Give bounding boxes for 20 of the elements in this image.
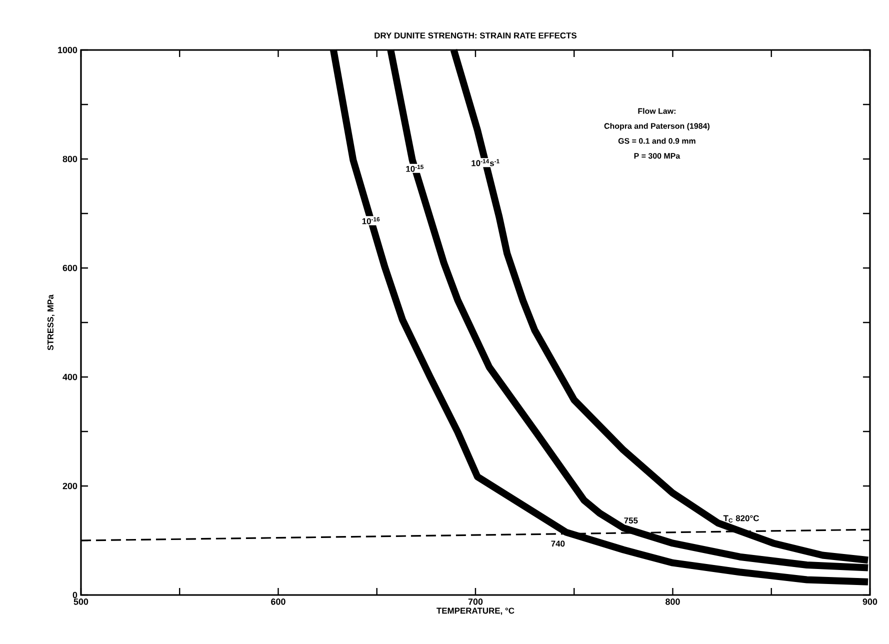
y-tick-label: 400 [62,374,78,380]
x-tick-label: 500 [74,598,88,605]
x-tick-label: 700 [468,598,483,605]
series-label: 10$^{-16}$ [362,217,380,224]
y-tick-label: 800 [62,156,78,162]
y-tick-label: 1000 [58,46,78,54]
y-tick-label: 200 [62,482,78,490]
x-tick-label: 800 [666,598,680,605]
series-label: 10$^{-14}$s$^{-1}$ [472,159,500,166]
y-axis-title: STRESS, MPa [47,294,55,350]
y-tick-label: 0 [72,592,78,598]
x-tick-label: 900 [862,598,878,605]
x-axis-title: TEMPERATURE, °C [436,608,514,615]
series-label: 10$^{-15}$ [406,164,424,172]
x-tick-label: 600 [271,598,286,605]
chart-title: DRY DUNITE STRENGTH: STRAIN RATE EFFECTS [374,32,577,38]
annotation: T$_{C}$ 820°C [723,515,760,523]
annotation: 755 [624,518,638,524]
y-tick-label: 600 [62,264,78,272]
annotation: 740 [551,540,565,547]
